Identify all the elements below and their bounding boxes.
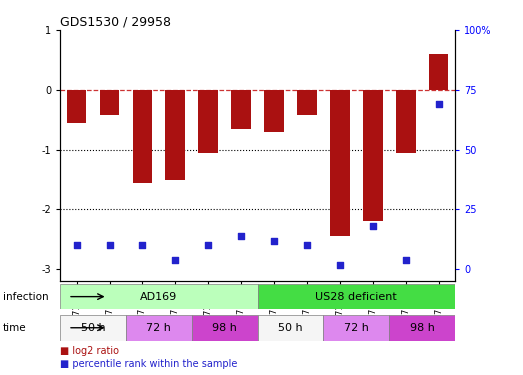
Bar (100, 90, 119, 115)
Point (435, 101, 443, 107)
Bar (429, 54, 448, 90)
Bar (389, 315, 455, 340)
Bar (60, 284, 257, 309)
Point (270, 238, 278, 244)
Bar (323, 315, 389, 340)
Text: time: time (3, 323, 26, 333)
Text: GDS1530 / 29958: GDS1530 / 29958 (60, 16, 171, 29)
Bar (257, 284, 455, 309)
Point (237, 233, 245, 239)
Point (336, 261, 344, 267)
Point (138, 242, 146, 248)
Point (369, 223, 377, 229)
Text: 50 h: 50 h (81, 323, 105, 333)
Point (72, 242, 81, 248)
Point (171, 257, 179, 263)
Text: AD169: AD169 (140, 292, 177, 302)
Point (303, 242, 311, 248)
Text: US28 deficient: US28 deficient (315, 292, 397, 302)
Bar (192, 315, 257, 340)
Text: 72 h: 72 h (146, 323, 172, 333)
Bar (231, 90, 251, 129)
Text: 98 h: 98 h (212, 323, 237, 333)
Bar (257, 315, 323, 340)
Text: 98 h: 98 h (410, 323, 435, 333)
Bar (132, 90, 152, 183)
Bar (330, 90, 350, 236)
Bar (198, 90, 218, 153)
Point (105, 242, 113, 248)
Bar (363, 90, 383, 221)
Bar (67, 90, 86, 123)
Text: ■ percentile rank within the sample: ■ percentile rank within the sample (60, 359, 237, 369)
Text: infection: infection (3, 292, 48, 302)
Bar (396, 90, 415, 153)
Bar (126, 315, 192, 340)
Text: 72 h: 72 h (344, 323, 369, 333)
Bar (297, 90, 317, 115)
Text: ■ log2 ratio: ■ log2 ratio (60, 346, 119, 356)
Bar (165, 90, 185, 180)
Point (402, 257, 410, 263)
Text: 50 h: 50 h (278, 323, 303, 333)
Bar (264, 90, 284, 132)
Bar (60, 315, 126, 340)
Point (204, 242, 212, 248)
